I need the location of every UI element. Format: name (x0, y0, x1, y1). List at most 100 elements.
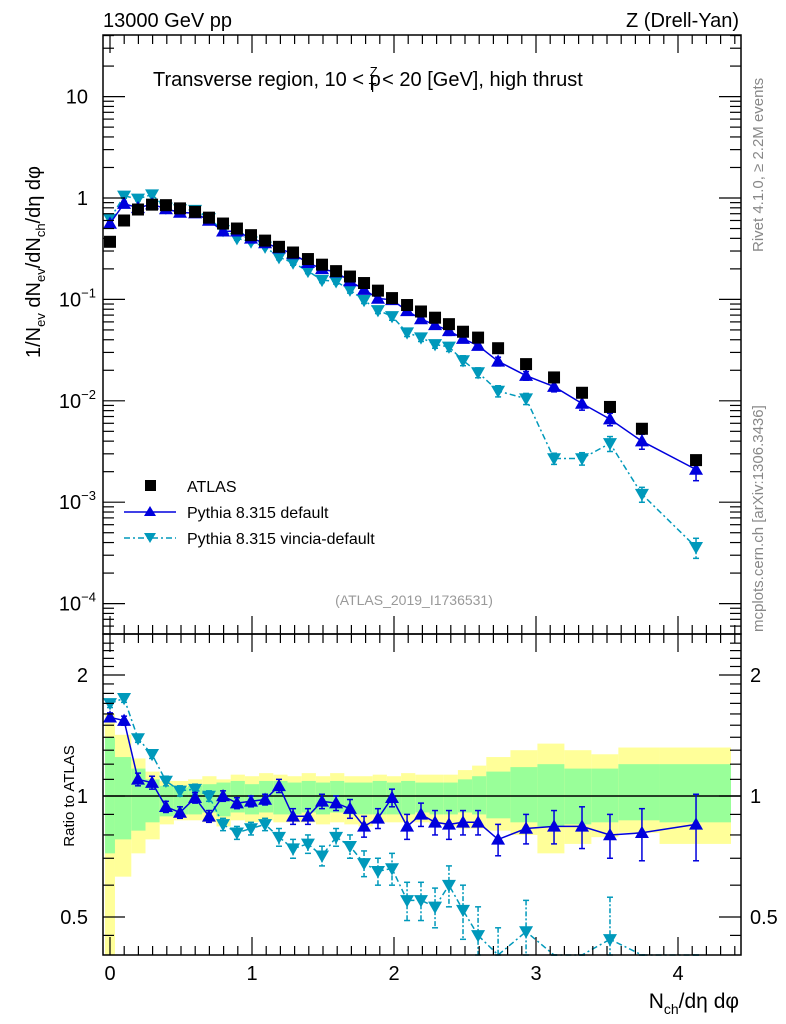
ratio-vincia-point (130, 733, 145, 746)
atlas-point (272, 240, 285, 253)
atlas-point (104, 235, 116, 248)
atlas-point (635, 422, 648, 435)
ratio-vincia-point (519, 926, 534, 939)
vincia-point (400, 327, 415, 340)
uncertainty-band-green (510, 767, 538, 823)
ratio-pythia-default-point (229, 796, 244, 809)
atlas-point (301, 253, 314, 266)
ratio-vincia-point (471, 930, 486, 943)
ratio-vincia-point (117, 693, 132, 706)
ratio-vincia-point (229, 827, 244, 840)
ratio-vincia-point (400, 895, 415, 908)
atlas-point (330, 265, 343, 278)
y-tick-label: 1 (77, 188, 88, 210)
ratio-pythia-default-point (413, 807, 428, 820)
pythia-default-point (519, 368, 534, 381)
uncertainty-band-green (659, 764, 731, 823)
pythia-default-line (109, 202, 697, 471)
atlas-point (189, 205, 202, 218)
atlas-point (690, 454, 703, 467)
atlas-point (287, 246, 300, 259)
ratio-pythia-default-point (634, 825, 649, 839)
ratio-vincia-point (315, 850, 330, 863)
ratio-ytick-labels: 2 2 1 1 0.5 0.5 (60, 665, 778, 929)
vincia-point (602, 438, 617, 451)
pythia-default-point (370, 291, 385, 304)
vincia-point (130, 193, 145, 206)
uncertainty-band-green (443, 782, 458, 815)
atlas-point (548, 371, 561, 384)
beam-energy-label: 13000 GeV pp (103, 10, 232, 32)
ratio-marks (103, 693, 704, 957)
atlas-point (174, 202, 187, 215)
uncertainty-band-green (358, 782, 373, 815)
uncertainty-band-green (618, 764, 660, 821)
atlas-point (386, 292, 399, 305)
ratio-pythia-default-point (173, 805, 188, 818)
ratio-pythia-default-point (602, 827, 617, 841)
ratio-pythia-default-point (103, 710, 117, 723)
ratio-y-tick-label-right: 1 (750, 786, 761, 808)
ratio-vincia-point (428, 901, 443, 914)
legend-label-atlas: ATLAS (187, 479, 237, 496)
atlas-point (603, 400, 616, 413)
ratio-vincia-point (413, 895, 428, 908)
ratio-pythia-default-point (689, 817, 704, 830)
ratio-pythia-default-point (258, 792, 273, 805)
atlas-point (358, 277, 371, 290)
pythia-default-point (413, 312, 428, 325)
ratio-pythia-default-point (300, 809, 315, 822)
ratio-pythia-default-point (547, 819, 562, 832)
x-tick-label: 0 (104, 963, 115, 985)
vincia-point (441, 341, 456, 354)
atlas-point (316, 258, 329, 271)
atlas-point (442, 318, 455, 331)
pythia-default-point (117, 196, 132, 209)
ratio-y-tick-label: 1 (77, 786, 88, 808)
pythia-default-point (216, 224, 231, 237)
atlas-point (492, 342, 505, 355)
ratio-pythia-default-point (519, 821, 534, 834)
vincia-point (145, 189, 160, 202)
vincia-point (300, 265, 315, 279)
ratio-pythia-default-point (357, 819, 372, 832)
ratio-vincia-point (300, 838, 315, 851)
x-tick-label: 1 (246, 963, 257, 985)
pythia-default-point (602, 412, 617, 425)
atlas-point (118, 214, 131, 227)
vincia-point (271, 252, 286, 265)
ratio-pythia-default-point (456, 815, 471, 828)
atlas-point (217, 217, 230, 230)
ratio-y-axis-label: Ratio to ATLAS (61, 745, 78, 846)
vincia-point (315, 274, 330, 288)
plot-title: Transverse region, 10 < pZ T < 20 [GeV], … (153, 64, 583, 95)
ratio-vincia-point (103, 698, 117, 711)
vincia-point (413, 332, 428, 345)
ratio-vincia-point (385, 863, 400, 876)
ratio-vincia-point (441, 879, 456, 893)
y-tick-label: 10−1 (59, 285, 96, 311)
atlas-point (429, 311, 442, 324)
ratio-pythia-default-point (216, 789, 231, 802)
atlas-point (520, 358, 533, 371)
ratio-pythia-default-point (329, 796, 344, 809)
ratio-vincia-point (286, 843, 301, 856)
vincia-point (491, 385, 506, 398)
mcplots-label: mcplots.cern.ch [arXiv:1306.3436] (750, 405, 767, 632)
legend-entry-pythia-default: Pythia 8.315 default (124, 505, 329, 522)
uncertainty-band-green (372, 780, 387, 815)
atlas-point (401, 299, 414, 312)
ratio-vincia-point (145, 749, 160, 762)
vincia-point (471, 367, 486, 380)
ratio-vincia-point (271, 831, 286, 845)
x-tick-label: 4 (672, 963, 683, 985)
vincia-point (342, 284, 357, 297)
pythia-default-point (575, 396, 590, 409)
ratio-vincia-point (258, 819, 273, 832)
ratio-pythia-default-point (342, 801, 357, 814)
vincia-point (385, 311, 400, 324)
ratio-pythia-default-point (575, 819, 590, 832)
legend-triangle-down-marker (144, 533, 156, 543)
uncertainty-band-green (429, 782, 444, 815)
